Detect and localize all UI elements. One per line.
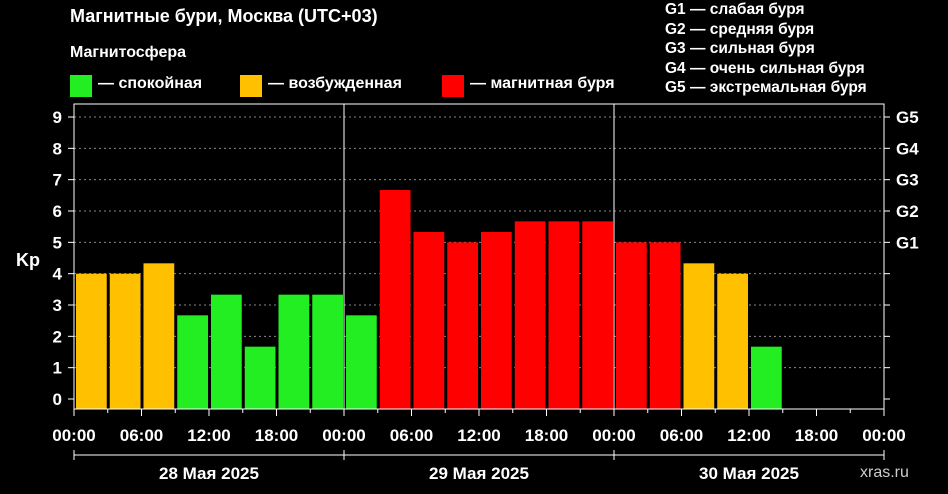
x-tick-label: 18:00 <box>255 426 298 445</box>
legend-label: — магнитная буря <box>470 75 615 92</box>
x-tick-label: 12:00 <box>187 426 230 445</box>
legend-swatch <box>70 75 92 97</box>
g-legend-item: G5 — экстремальная буря <box>665 79 867 96</box>
kp-bar <box>76 273 107 409</box>
kp-bar <box>582 221 613 409</box>
legend-swatch <box>442 75 464 97</box>
kp-bar <box>312 294 343 409</box>
legend-label: — возбужденная <box>268 75 402 92</box>
kp-bar <box>413 231 445 409</box>
day-label: 29 Мая 2025 <box>429 464 529 483</box>
x-tick-label: 18:00 <box>795 426 838 445</box>
y-tick-label: 4 <box>53 265 63 284</box>
y-tick-label: 9 <box>53 108 62 127</box>
x-tick-label: 12:00 <box>457 426 500 445</box>
x-tick-label: 00:00 <box>52 426 95 445</box>
g-tick-label: G5 <box>896 108 919 127</box>
y-tick-label: 5 <box>53 233 62 252</box>
kp-bar <box>447 242 478 409</box>
kp-bar <box>244 346 276 409</box>
x-tick-label: 06:00 <box>120 426 163 445</box>
g-legend-item: G2 — средняя буря <box>665 20 815 38</box>
x-tick-label: 06:00 <box>660 426 703 445</box>
x-tick-label: 00:00 <box>862 426 905 445</box>
y-tick-label: 7 <box>53 171 62 190</box>
y-tick-label: 6 <box>53 202 62 221</box>
legend-swatch <box>240 75 262 97</box>
chart-title: Магнитные бури, Москва (UTC+03) <box>70 6 378 26</box>
y-tick-label: 3 <box>53 296 62 315</box>
kp-bar <box>548 221 580 409</box>
g-legend-item: G4 — очень сильная буря <box>665 59 865 77</box>
kp-bar <box>109 273 141 409</box>
kp-bar <box>514 221 546 409</box>
kp-bar <box>177 315 208 409</box>
g-tick-label: G1 <box>896 233 919 252</box>
kp-bar <box>481 231 512 409</box>
kp-bar <box>346 315 377 409</box>
g-tick-label: G2 <box>896 202 919 221</box>
x-tick-label: 12:00 <box>727 426 770 445</box>
kp-bar <box>211 294 242 409</box>
kp-bar <box>717 273 748 409</box>
y-tick-label: 8 <box>53 139 62 158</box>
kp-bar <box>143 263 175 409</box>
g-tick-label: G4 <box>896 139 919 158</box>
x-tick-label: 00:00 <box>322 426 365 445</box>
g-legend-item: G3 — сильная буря <box>665 40 815 57</box>
day-label: 28 Мая 2025 <box>159 464 259 483</box>
day-label: 30 Мая 2025 <box>699 464 799 483</box>
g-legend-item: G1 — слабая буря <box>665 1 805 18</box>
x-tick-label: 06:00 <box>390 426 433 445</box>
kp-bar <box>683 263 715 409</box>
x-tick-label: 00:00 <box>592 426 635 445</box>
kp-bar <box>751 346 782 409</box>
g-tick-label: G3 <box>896 171 919 190</box>
kp-bar <box>278 294 310 409</box>
kp-bar <box>616 242 647 409</box>
legend-label: — спокойная <box>98 75 203 92</box>
legend-title: Магнитосфера <box>70 44 187 61</box>
y-tick-label: 1 <box>53 359 62 378</box>
y-axis-label: Kp <box>16 250 40 270</box>
x-tick-label: 18:00 <box>525 426 568 445</box>
y-tick-label: 0 <box>53 390 62 409</box>
watermark: xras.ru <box>860 464 909 481</box>
kp-bar <box>379 190 411 409</box>
y-tick-label: 2 <box>53 327 62 346</box>
kp-bar <box>649 242 681 409</box>
